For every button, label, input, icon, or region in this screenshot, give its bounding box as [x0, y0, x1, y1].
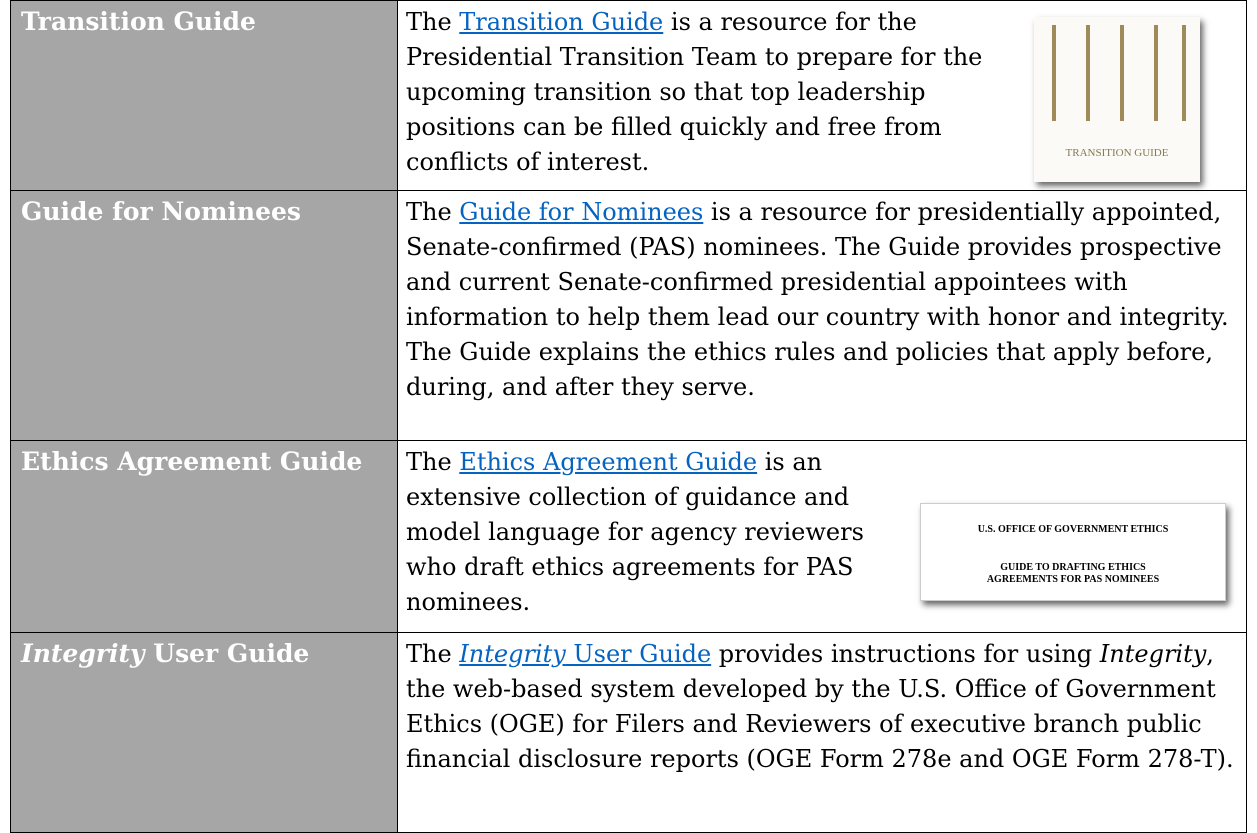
text: is a resource for presidentially appoint…: [406, 198, 1229, 401]
text: Ethics Agreement Guide: [21, 447, 363, 476]
row: Integrity User Guide The Integrity User G…: [10, 632, 1247, 833]
text: The: [406, 448, 460, 476]
gold-bar: [1086, 25, 1090, 121]
link[interactable]: Transition Guide: [459, 8, 664, 36]
text: The: [406, 198, 460, 226]
page: Transition Guide TRANSITION GUIDE The Tran…: [10, 0, 1247, 833]
gold-bar: [1182, 25, 1186, 121]
text: , the web-based system developed by the …: [406, 640, 1234, 773]
text: provides instructions for using: [711, 640, 1100, 668]
label-cell: Integrity User Guide: [10, 632, 398, 833]
guide-table: Transition Guide TRANSITION GUIDE The Tran…: [10, 0, 1247, 833]
link[interactable]: Integrity: [459, 640, 566, 668]
description-cell: TRANSITION GUIDE The Transition Guide is …: [397, 0, 1247, 191]
description-cell: U.S. OFFICE OF GOVERNMENT ETHICS GUIDE TO…: [397, 440, 1247, 633]
text: Guide for Nominees: [21, 197, 301, 226]
gold-bar: [1120, 25, 1124, 121]
description-cell: The Integrity User Guide provides instru…: [397, 632, 1247, 833]
link[interactable]: Ethics Agreement Guide: [459, 448, 758, 476]
text: Integrity: [21, 639, 145, 668]
description-cell: The Guide for Nominees is a resource for…: [397, 190, 1247, 441]
text: Transition Guide: [21, 7, 256, 36]
cover-text: AGREEMENTS FOR PAS NOMINEES: [986, 574, 1160, 585]
label-cell: Ethics Agreement Guide: [10, 440, 398, 633]
gold-bar: [1154, 25, 1158, 121]
text: Integrity: [1099, 640, 1207, 668]
text: The: [406, 640, 460, 668]
cover-text: TRANSITION GUIDE: [1065, 147, 1169, 159]
text: The: [406, 8, 460, 36]
link[interactable]: User Guide: [565, 640, 712, 668]
row: Ethics Agreement Guide U.S. OFFICE OF GOV…: [10, 440, 1247, 633]
cover-text: GUIDE TO DRAFTING ETHICS: [1000, 562, 1146, 573]
cover-text: U.S. OFFICE OF GOVERNMENT ETHICS: [977, 524, 1169, 535]
text: User Guide: [144, 639, 310, 668]
row: Transition Guide TRANSITION GUIDE The Tran…: [10, 0, 1247, 191]
row: Guide for Nominees The Guide for Nominees…: [10, 190, 1247, 441]
gold-bar: [1052, 25, 1056, 121]
link[interactable]: Guide for Nominees: [459, 198, 704, 226]
label-cell: Guide for Nominees: [10, 190, 398, 441]
cover-image: TRANSITION GUIDE: [1034, 17, 1200, 182]
text: is an extensive collection of guidance a…: [406, 448, 864, 616]
text: is a resource for the Presidential Trans…: [406, 8, 983, 176]
cover-image: U.S. OFFICE OF GOVERNMENT ETHICS GUIDE TO…: [920, 503, 1226, 601]
label-cell: Transition Guide: [10, 0, 398, 191]
